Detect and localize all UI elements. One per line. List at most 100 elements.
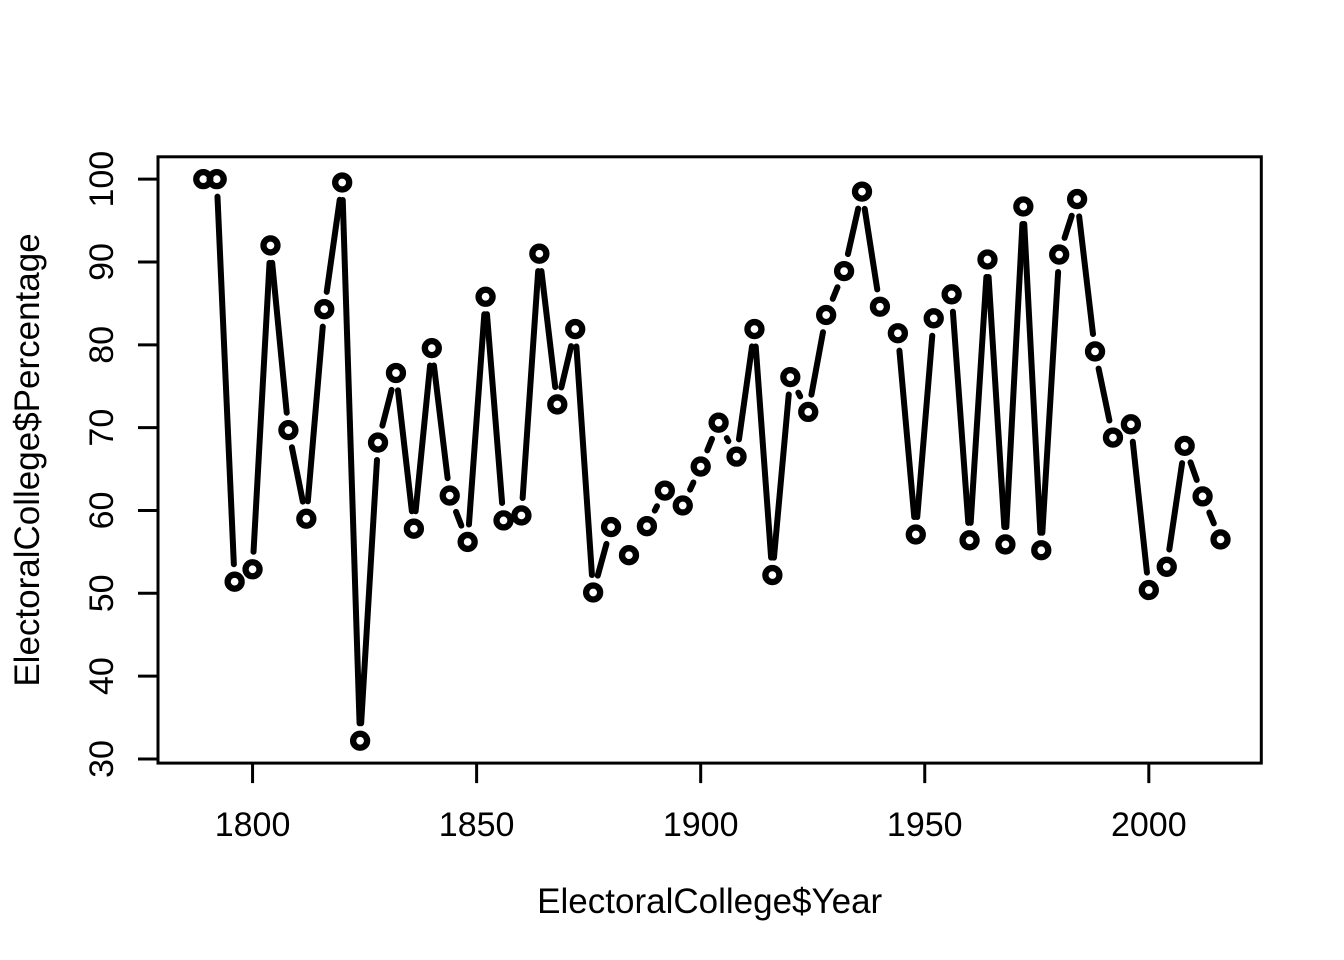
data-point: [242, 559, 263, 580]
x-tick-label: 1950: [887, 806, 963, 844]
data-point: [690, 456, 711, 477]
series-segment: [339, 196, 363, 727]
y-tick-label: 70: [83, 409, 121, 447]
series-segment: [358, 457, 380, 727]
data-point: [959, 530, 980, 551]
data-point: [582, 582, 604, 603]
series-segment: [752, 343, 775, 561]
data-point: [923, 308, 944, 329]
data-point: [565, 318, 586, 340]
series-segment: [795, 389, 804, 400]
series-segment: [896, 347, 918, 521]
data-point: [224, 571, 245, 592]
series-segment: [914, 332, 936, 521]
series-segment: [1129, 438, 1150, 576]
data-point: [780, 366, 801, 388]
series-segment: [808, 329, 826, 398]
plot-area: 1800 1850 1900 1950 2000 30 40 50 60 70 80 90 100: [83, 151, 1263, 844]
series-segment: [394, 387, 415, 515]
series-segment: [558, 343, 575, 391]
x-tick-label: 1800: [215, 806, 291, 844]
series-segment: [967, 273, 990, 526]
series-segment: [304, 323, 326, 505]
data-point: [708, 412, 729, 433]
data-point: [1120, 414, 1142, 435]
data-point: [296, 508, 317, 529]
series-segment: [453, 508, 465, 529]
data-point: [1102, 427, 1124, 448]
data-point: [995, 534, 1016, 555]
data-point: [439, 485, 460, 506]
data-point: [1192, 486, 1213, 507]
series-segment: [269, 259, 290, 416]
data-point: [798, 401, 819, 423]
series-segment: [1061, 212, 1075, 241]
data-point: [672, 495, 693, 516]
x-tick-label: 2000: [1111, 806, 1187, 844]
data-point: [332, 172, 353, 193]
series-segment: [829, 284, 841, 302]
series-segment: [1021, 220, 1044, 536]
data-point: [1210, 529, 1231, 550]
series-segment: [861, 205, 881, 293]
data-point: [511, 505, 532, 526]
series-segment: [1206, 509, 1217, 527]
series-segment: [844, 205, 862, 258]
data-point: [654, 480, 675, 501]
data-point: [600, 516, 622, 538]
series-segment: [1095, 365, 1113, 424]
data-point: [206, 169, 227, 190]
series-segment: [1076, 213, 1096, 338]
data-point: [1031, 540, 1052, 561]
data-point: [1138, 579, 1159, 601]
series-segment: [465, 311, 488, 528]
y-tick-label: 90: [83, 243, 121, 281]
x-axis-title: ElectoralCollege$Year: [537, 882, 882, 921]
data-point: [529, 243, 550, 264]
data-point: [905, 524, 926, 545]
y-axis-title: ElectoralCollege$Percentage: [8, 233, 47, 686]
series-segment: [379, 386, 395, 429]
data-point: [475, 286, 496, 307]
series-segment: [250, 259, 273, 555]
series-segment: [704, 435, 715, 454]
y-tick-label: 60: [83, 492, 121, 530]
data-point: [977, 249, 998, 270]
series-segment: [214, 193, 237, 568]
y-tick-label: 80: [83, 326, 121, 364]
series-segment: [412, 362, 434, 515]
y-tick-label: 50: [83, 574, 121, 612]
series-segment: [594, 540, 610, 579]
data-point: [385, 362, 407, 384]
series-segment: [985, 273, 1008, 530]
data-point: [851, 181, 873, 202]
data-point: [1013, 196, 1034, 217]
y-tick-label: 40: [83, 657, 121, 695]
data-point: [349, 730, 371, 751]
data-point: [762, 564, 783, 586]
data-point: [367, 432, 389, 453]
data-point: [636, 516, 658, 537]
data-point: [314, 299, 335, 320]
series-segment: [1187, 459, 1200, 483]
data-point: [278, 419, 299, 441]
data-point: [1066, 188, 1088, 210]
series-segment: [770, 391, 792, 561]
y-tick-label: 30: [83, 740, 121, 778]
x-tick-label: 1850: [439, 806, 515, 844]
data-point: [547, 394, 568, 415]
series-segment: [430, 362, 451, 482]
data-point: [457, 531, 478, 553]
data-point: [618, 545, 640, 566]
series-segment: [1039, 269, 1062, 536]
series-segment: [723, 435, 732, 445]
series-segment: [519, 268, 542, 501]
data-point: [869, 296, 891, 317]
series-segment: [323, 196, 343, 295]
data-point: [1156, 556, 1177, 577]
series-segment: [949, 308, 972, 526]
data-point: [1174, 435, 1195, 457]
data-point: [941, 284, 962, 305]
data-point: [744, 318, 765, 340]
